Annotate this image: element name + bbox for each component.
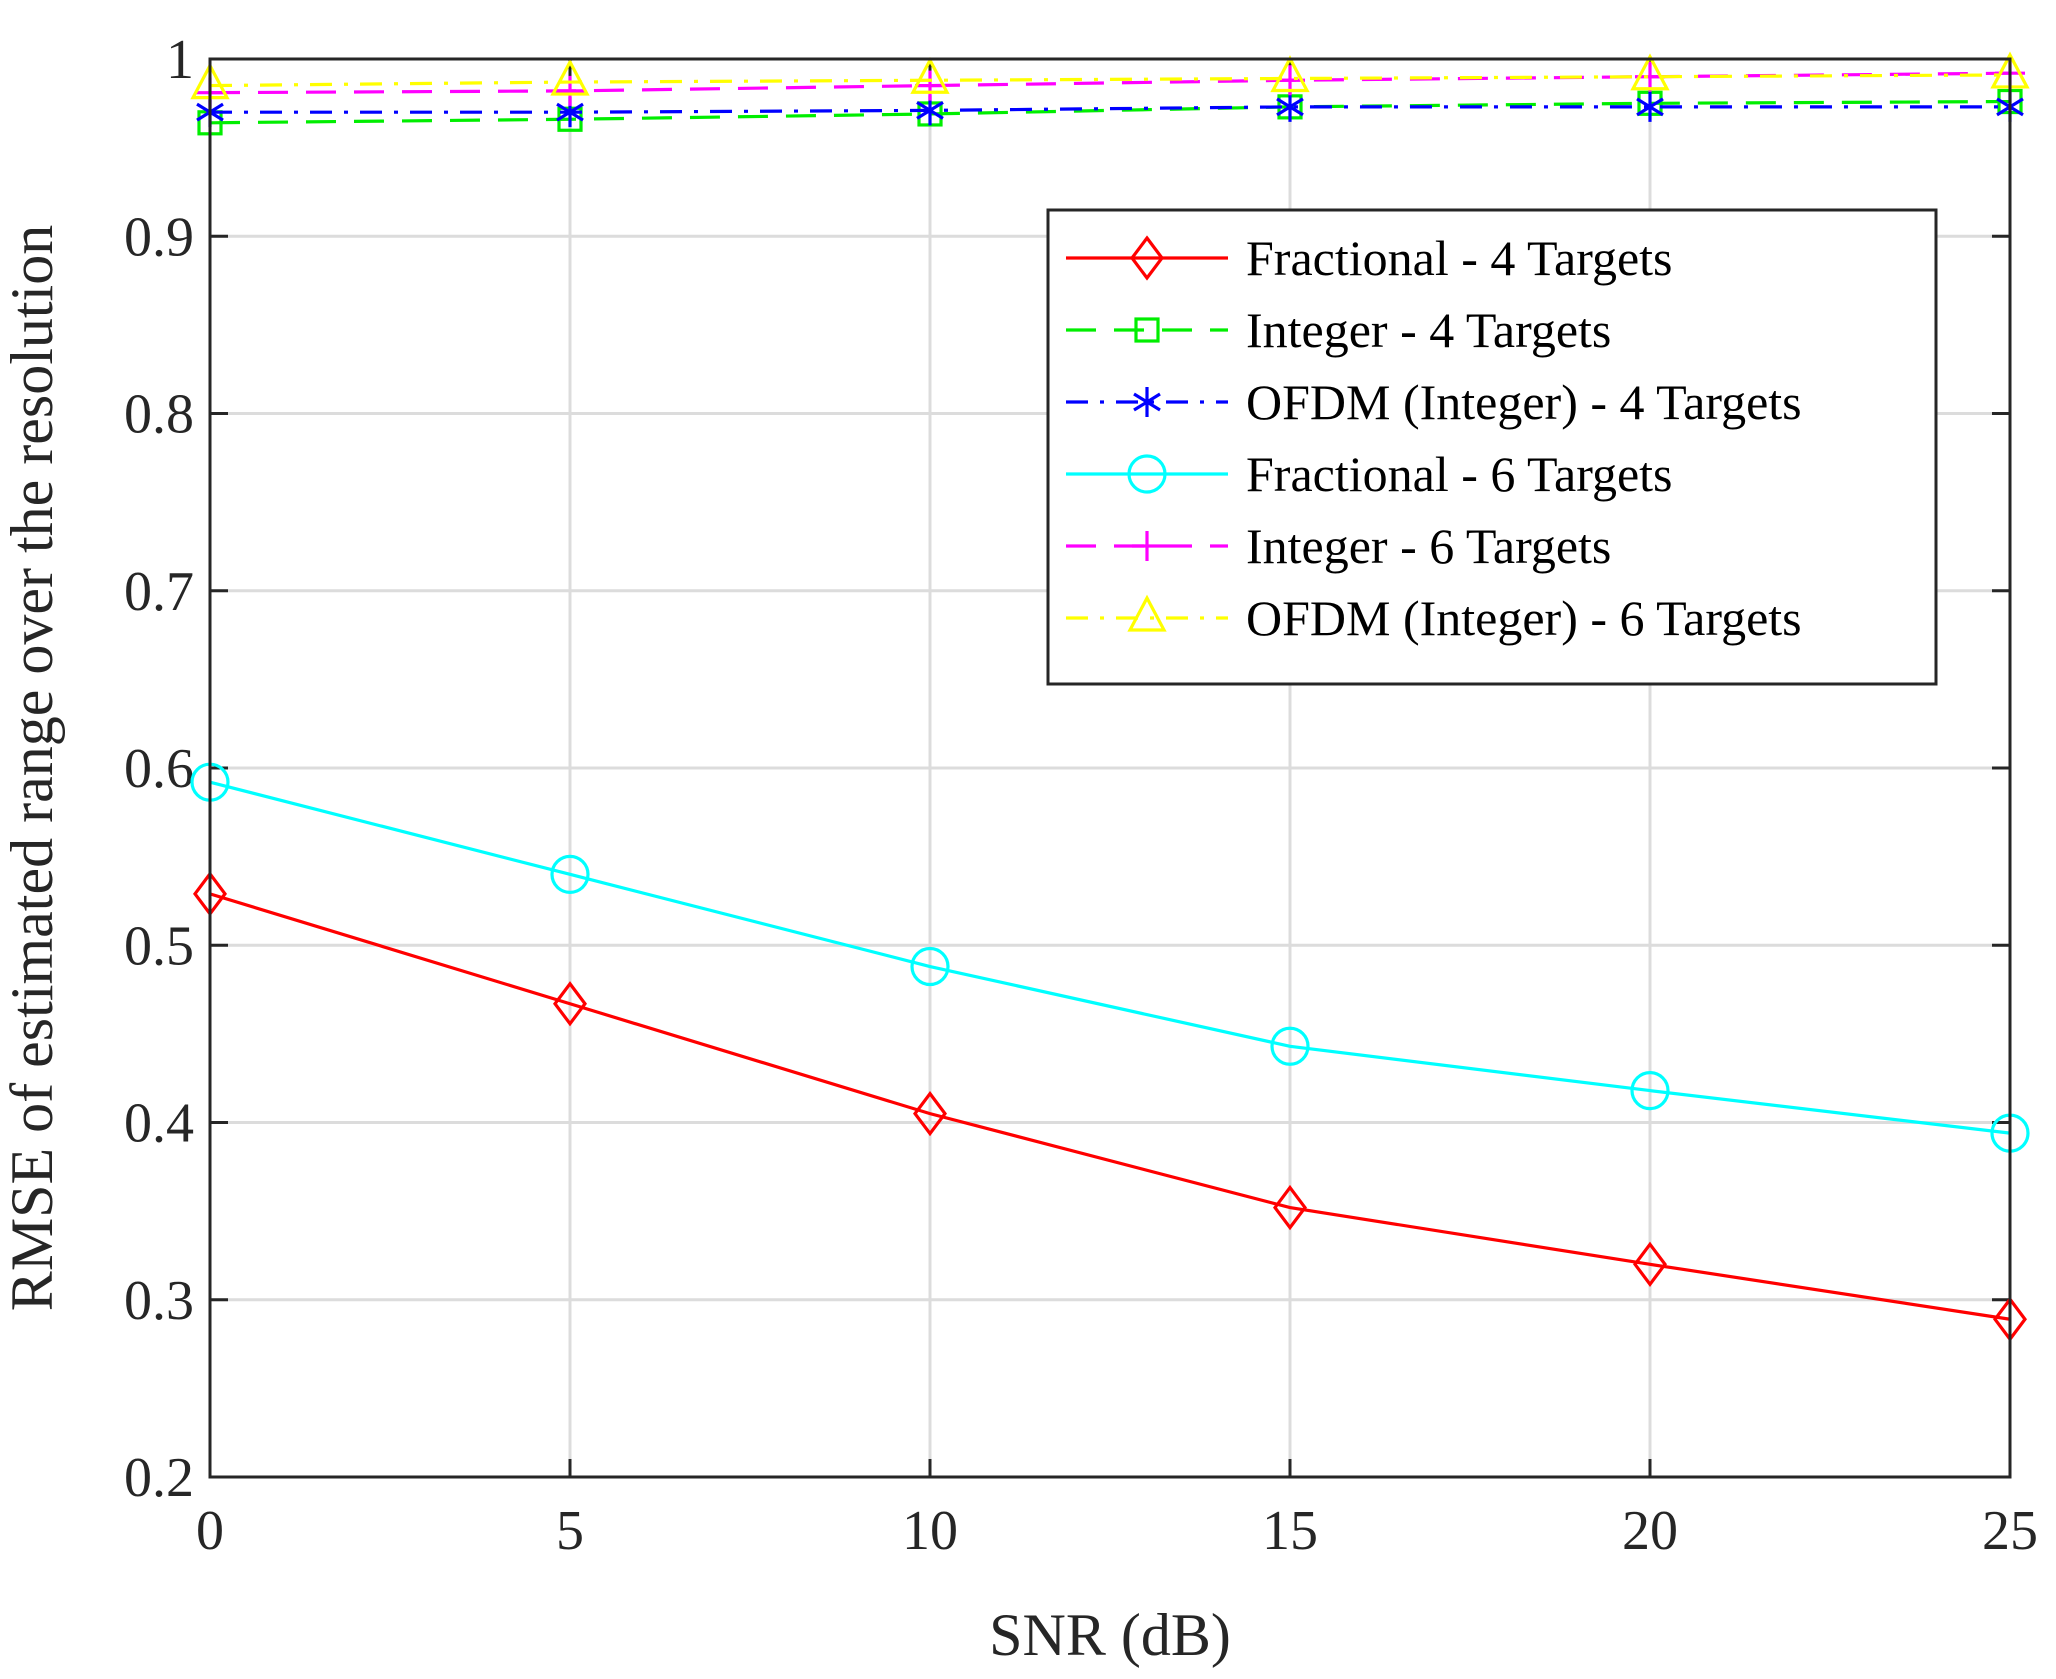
legend-label: Fractional - 4 Targets (1246, 230, 1673, 286)
y-tick-label: 0.3 (124, 1270, 194, 1332)
x-tick-label: 25 (1982, 1500, 2038, 1562)
legend-marker (1130, 235, 1164, 281)
legend-marker (1127, 454, 1167, 494)
series-line (209, 780, 2011, 1135)
series-line (209, 73, 2011, 88)
y-tick-label: 0.6 (124, 738, 194, 800)
x-tick-label: 10 (902, 1500, 958, 1562)
y-tick-label: 0.7 (124, 561, 194, 623)
data-point-marker (913, 1090, 947, 1137)
legend-marker (1132, 531, 1162, 561)
data-point-marker (550, 58, 590, 96)
legend-marker (1133, 387, 1161, 417)
data-point-marker (1630, 1070, 1670, 1111)
data-point-marker (553, 981, 587, 1027)
series-line (210, 105, 2010, 114)
data-point-marker (550, 854, 590, 894)
legend-entry: OFDM (Integer) - 4 Targets (1066, 374, 1802, 430)
x-tick-label: 0 (196, 1500, 224, 1562)
data-point-marker (1633, 1241, 1667, 1287)
legend-label: Fractional - 6 Targets (1246, 446, 1673, 502)
data-point-marker (1630, 53, 1670, 91)
y-tick-label: 0.2 (124, 1447, 194, 1509)
y-axis-label: RMSE of estimated range over the resolut… (0, 225, 65, 1311)
legend-entry: Fractional - 6 Targets (1066, 446, 1673, 502)
legend: Fractional - 4 Targets Integer - 4 Target… (1046, 208, 1938, 686)
data-point-marker (910, 56, 950, 94)
data-point-marker (915, 70, 945, 101)
legend-marker (1127, 594, 1167, 632)
x-tick-label: 20 (1622, 1500, 1678, 1562)
y-tick-label: 1 (166, 29, 194, 91)
legend-entry: Fractional - 4 Targets (1066, 230, 1673, 286)
data-point-marker (1276, 91, 1304, 122)
data-point-marker (910, 946, 950, 987)
y-tick-label: 0.4 (124, 1093, 194, 1155)
axes-frame (208, 57, 2012, 1479)
y-tick-label: 0.5 (124, 915, 194, 977)
series-line (209, 99, 2011, 125)
legend-entry: Integer - 4 Targets (1066, 302, 1611, 358)
data-point-marker (1270, 55, 1310, 93)
series-line (209, 892, 2011, 1321)
series-6 (190, 51, 2030, 100)
data-point-marker (1636, 91, 1664, 122)
legend-box (1046, 208, 1938, 686)
x-tick-label: 15 (1262, 1500, 1318, 1562)
y-tick-label: 0.8 (124, 384, 194, 446)
data-point-marker (1273, 1184, 1307, 1231)
legend-entry: OFDM (Integer) - 6 Targets (1066, 590, 1802, 646)
axes: 0 5 10 15 20 25 0.2 0.3 0.4 0.5 0.6 0.7 0.8 0.9 1 (124, 29, 2038, 1562)
x-tick-label: 5 (556, 1500, 584, 1562)
y-tick-label: 0.9 (124, 206, 194, 268)
legend-marker (1134, 317, 1160, 343)
data-point-marker (1270, 1026, 1310, 1066)
x-axis-label: SNR (dB) (989, 1602, 1231, 1668)
legend-label: Integer - 4 Targets (1246, 302, 1611, 358)
legend-label: OFDM (Integer) - 4 Targets (1246, 374, 1802, 430)
legend-entry: Integer - 6 Targets (1066, 518, 1611, 574)
legend-label: Integer - 6 Targets (1246, 518, 1611, 574)
legend-label: OFDM (Integer) - 6 Targets (1246, 590, 1802, 646)
